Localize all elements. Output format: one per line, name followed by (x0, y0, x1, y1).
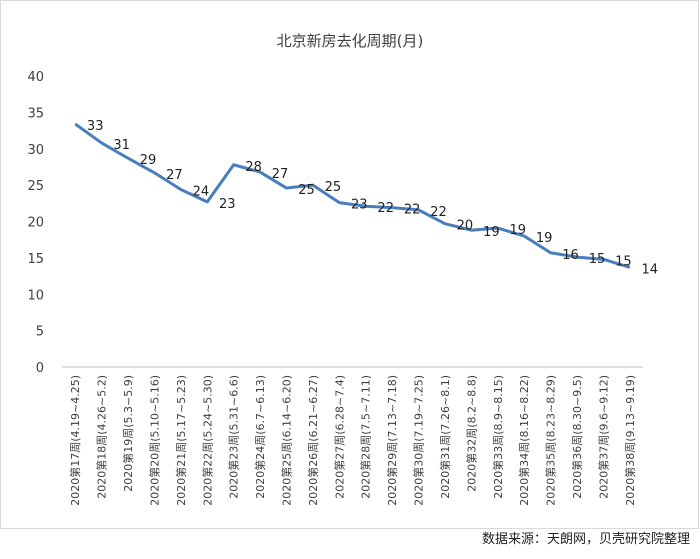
y-tick-label: 15 (27, 252, 44, 267)
x-tick-label: 2020第19周(5.3~5.9) (121, 375, 135, 492)
x-tick-label: 2020第35周(8.23~8.29) (544, 375, 558, 506)
data-label: 22 (404, 203, 421, 218)
x-tick-label: 2020第25周(6.14~6.20) (279, 375, 293, 506)
data-label: 25 (298, 183, 315, 198)
x-tick-label: 2020第31周(7.26~8.1) (438, 375, 452, 499)
y-tick-label: 35 (27, 106, 44, 121)
x-tick-label: 2020第27周(6.28~7.4) (332, 375, 346, 499)
x-tick-label: 2020第21周(5.17~5.23) (174, 375, 188, 506)
data-label: 27 (166, 168, 183, 183)
y-tick-label: 10 (27, 288, 44, 303)
source-note: 数据来源：天朗网，贝壳研究院整理 (482, 532, 690, 547)
x-tick-label: 2020第33周(8.9~8.15) (491, 375, 505, 499)
x-tick-label: 2020第20周(5.10~5.16) (147, 375, 161, 506)
x-tick-label: 2020第36周(8.30~9.5) (570, 375, 584, 499)
y-tick-label: 40 (27, 70, 44, 85)
data-label: 29 (140, 153, 157, 168)
y-tick-label: 25 (27, 179, 44, 194)
x-tick-label: 2020第28周(7.5~7.11) (359, 375, 373, 499)
y-tick-label: 5 (36, 325, 44, 340)
x-tick-label: 2020第17周(4.19~4.25) (68, 375, 82, 506)
x-tick-label: 2020第18周(4.26~5.2) (95, 375, 109, 499)
x-tick-label: 2020第37周(9.6~9.12) (596, 375, 610, 499)
data-label: 22 (430, 205, 447, 220)
y-tick-label: 0 (36, 361, 44, 376)
data-label: 22 (377, 201, 394, 216)
x-tick-label: 2020第32周(8.2~8.8) (464, 375, 478, 492)
chart-frame (0, 0, 699, 529)
x-tick-label: 2020第30周(7.19~7.25) (412, 375, 426, 506)
data-line (74, 122, 631, 269)
data-label: 23 (219, 197, 236, 212)
y-tick-label: 20 (27, 216, 44, 231)
data-label: 28 (245, 160, 262, 175)
x-tick-label: 2020第29周(7.13~7.18) (385, 375, 399, 506)
data-label: 16 (562, 248, 579, 263)
data-label: 19 (483, 225, 500, 240)
x-tick-label: 2020第23周(5.31~6.6) (227, 375, 241, 499)
data-label: 14 (642, 262, 659, 277)
data-label: 33 (87, 119, 104, 134)
x-tick-label: 2020第26周(6.21~6.27) (306, 375, 320, 506)
data-label: 15 (615, 254, 632, 269)
chart-title: 北京新房去化周期(月) (277, 32, 424, 50)
data-label: 19 (536, 231, 553, 246)
data-label: 23 (351, 198, 368, 213)
data-label: 15 (589, 252, 606, 267)
y-tick-label: 30 (27, 143, 44, 158)
data-label: 31 (113, 138, 130, 153)
x-tick-label: 2020第24周(6.7~6.13) (253, 375, 267, 499)
data-label: 24 (193, 184, 210, 199)
x-tick-label: 2020第38周(9.13~9.19) (623, 375, 637, 506)
data-label: 27 (272, 167, 289, 182)
data-label: 19 (509, 223, 526, 238)
data-label: 20 (457, 219, 474, 234)
x-tick-label: 2020第22周(5.24~5.30) (200, 375, 214, 506)
data-label: 25 (325, 180, 342, 195)
x-tick-label: 2020第34周(8.16~8.22) (517, 375, 531, 506)
